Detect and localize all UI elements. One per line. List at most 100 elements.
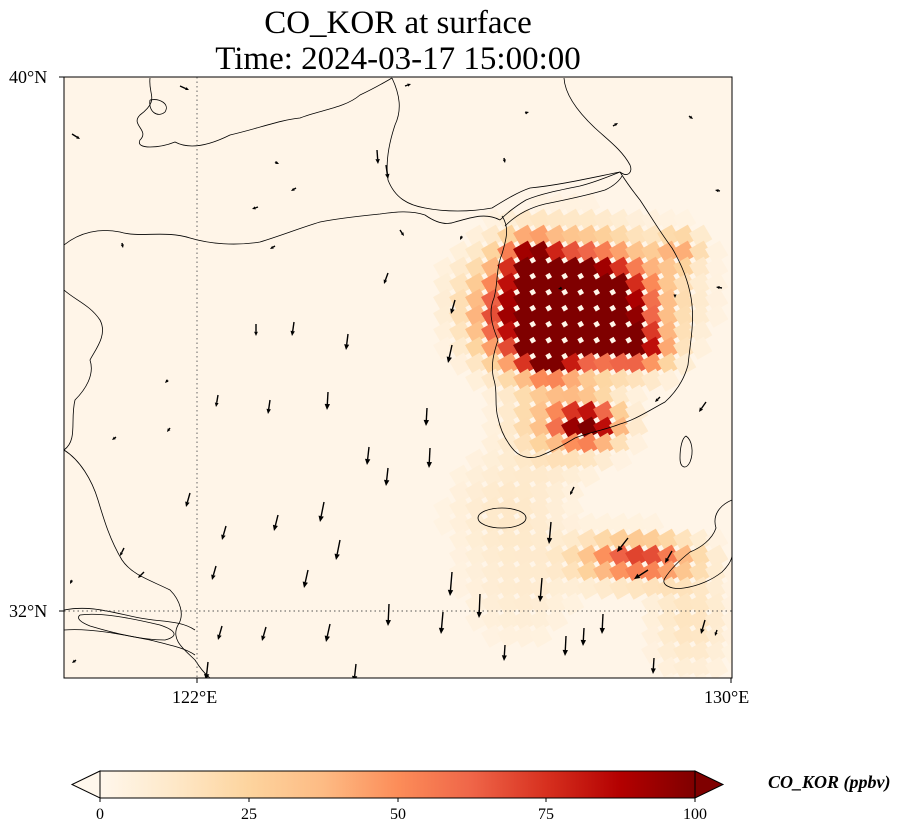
- wind-vector-arrow: [165, 379, 169, 383]
- concentration-cell: [593, 208, 617, 232]
- concentration-cell: [705, 656, 729, 678]
- concentration-cell: [465, 528, 489, 552]
- concentration-cell: [673, 240, 697, 264]
- wind-vector-arrow: [120, 547, 125, 556]
- concentration-cell: [513, 592, 537, 616]
- wind-vector-arrow: [699, 401, 707, 412]
- colorbar-gradient: [99, 770, 696, 799]
- concentration-cell: [433, 320, 457, 344]
- wind-vector-arrow: [70, 579, 73, 584]
- concentration-cell: [433, 512, 457, 536]
- concentration-cell: [513, 320, 537, 344]
- concentration-cell: [561, 464, 585, 488]
- concentration-cell: [577, 560, 601, 584]
- concentration-cell: [529, 304, 553, 328]
- wind-vector-arrow: [562, 635, 568, 656]
- wind-vector-arrow: [715, 189, 721, 193]
- wind-vector-arrow: [404, 83, 411, 87]
- wind-vector-arrow: [688, 115, 693, 119]
- concentration-cell: [481, 304, 505, 328]
- concentration-cell: [481, 592, 505, 616]
- concentration-cell: [593, 288, 617, 312]
- wind-vector-arrow: [655, 396, 661, 402]
- concentration-cell: [657, 592, 681, 616]
- concentration-cell: [497, 448, 521, 472]
- concentration-cell: [705, 560, 729, 584]
- concentration-cell: [593, 528, 617, 552]
- concentration-cell: [529, 432, 553, 456]
- concentration-cell: [689, 320, 713, 344]
- concentration-cell: [513, 608, 537, 632]
- concentration-cell: [449, 512, 473, 536]
- concentration-cell: [433, 288, 457, 312]
- wind-vector-arrow: [185, 492, 191, 507]
- wind-vector-arrow: [502, 157, 506, 163]
- concentration-cell: [641, 608, 665, 632]
- map-frame: [63, 76, 733, 679]
- concentration-cell: [545, 464, 569, 488]
- wind-vector-arrow: [617, 537, 629, 552]
- wind-vector-arrow: [364, 446, 371, 465]
- concentration-cell: [593, 560, 617, 584]
- concentration-cell: [529, 592, 553, 616]
- concentration-cell: [689, 592, 713, 616]
- concentration-cell: [609, 368, 633, 392]
- concentration-cell: [481, 416, 505, 440]
- concentration-cell: [609, 208, 633, 232]
- concentration-cell: [513, 416, 537, 440]
- concentration-cell: [465, 560, 489, 584]
- concentration-cell: [449, 496, 473, 520]
- concentration-cell: [641, 352, 665, 376]
- concentration-cell: [513, 336, 537, 360]
- concentration-cell: [529, 496, 553, 520]
- concentration-cell: [641, 272, 665, 296]
- concentration-cell: [657, 208, 681, 232]
- colorbar-extend-min: [70, 770, 101, 799]
- wind-vector-arrow: [324, 623, 331, 642]
- concentration-cell: [721, 576, 732, 600]
- concentration-cell: [625, 384, 649, 408]
- concentration-cell: [513, 512, 537, 536]
- concentration-cell: [577, 416, 601, 440]
- lon-label-130: 130°E: [704, 687, 750, 707]
- concentration-cell: [641, 544, 665, 568]
- lat-label-32: 32°N: [9, 601, 48, 621]
- concentration-cell: [481, 544, 505, 568]
- concentration-cell: [689, 256, 713, 280]
- concentration-cell: [641, 640, 665, 664]
- concentration-cell: [689, 544, 713, 568]
- concentration-cell: [689, 624, 713, 648]
- concentration-cell: [609, 448, 633, 472]
- concentration-cell: [593, 256, 617, 280]
- concentration-cell: [673, 640, 697, 664]
- concentration-cell: [609, 288, 633, 312]
- concentration-cell: [449, 576, 473, 600]
- concentration-cell: [481, 608, 505, 632]
- concentration-cell: [593, 224, 617, 248]
- concentration-cell: [577, 192, 601, 216]
- concentration-cell: [561, 208, 585, 232]
- wind-vector-arrow: [570, 486, 575, 495]
- concentration-cell: [449, 464, 473, 488]
- concentration-cell: [513, 544, 537, 568]
- concentration-cell: [529, 512, 553, 536]
- wind-vector-arrow: [211, 565, 217, 580]
- concentration-cell: [609, 352, 633, 376]
- concentration-cell: [529, 368, 553, 392]
- concentration-cell: [625, 528, 649, 552]
- wind-vector-arrow: [112, 436, 117, 440]
- concentration-cell: [497, 576, 521, 600]
- concentration-cell: [529, 352, 553, 376]
- concentration-cell: [481, 224, 505, 248]
- concentration-cell: [561, 432, 585, 456]
- concentration-cell: [561, 288, 585, 312]
- concentration-cell: [545, 336, 569, 360]
- concentration-cell: [705, 624, 729, 648]
- concentration-cell: [545, 592, 569, 616]
- concentration-cell: [609, 544, 633, 568]
- concentration-cell: [577, 208, 601, 232]
- concentration-cell: [545, 448, 569, 472]
- concentration-cell: [657, 256, 681, 280]
